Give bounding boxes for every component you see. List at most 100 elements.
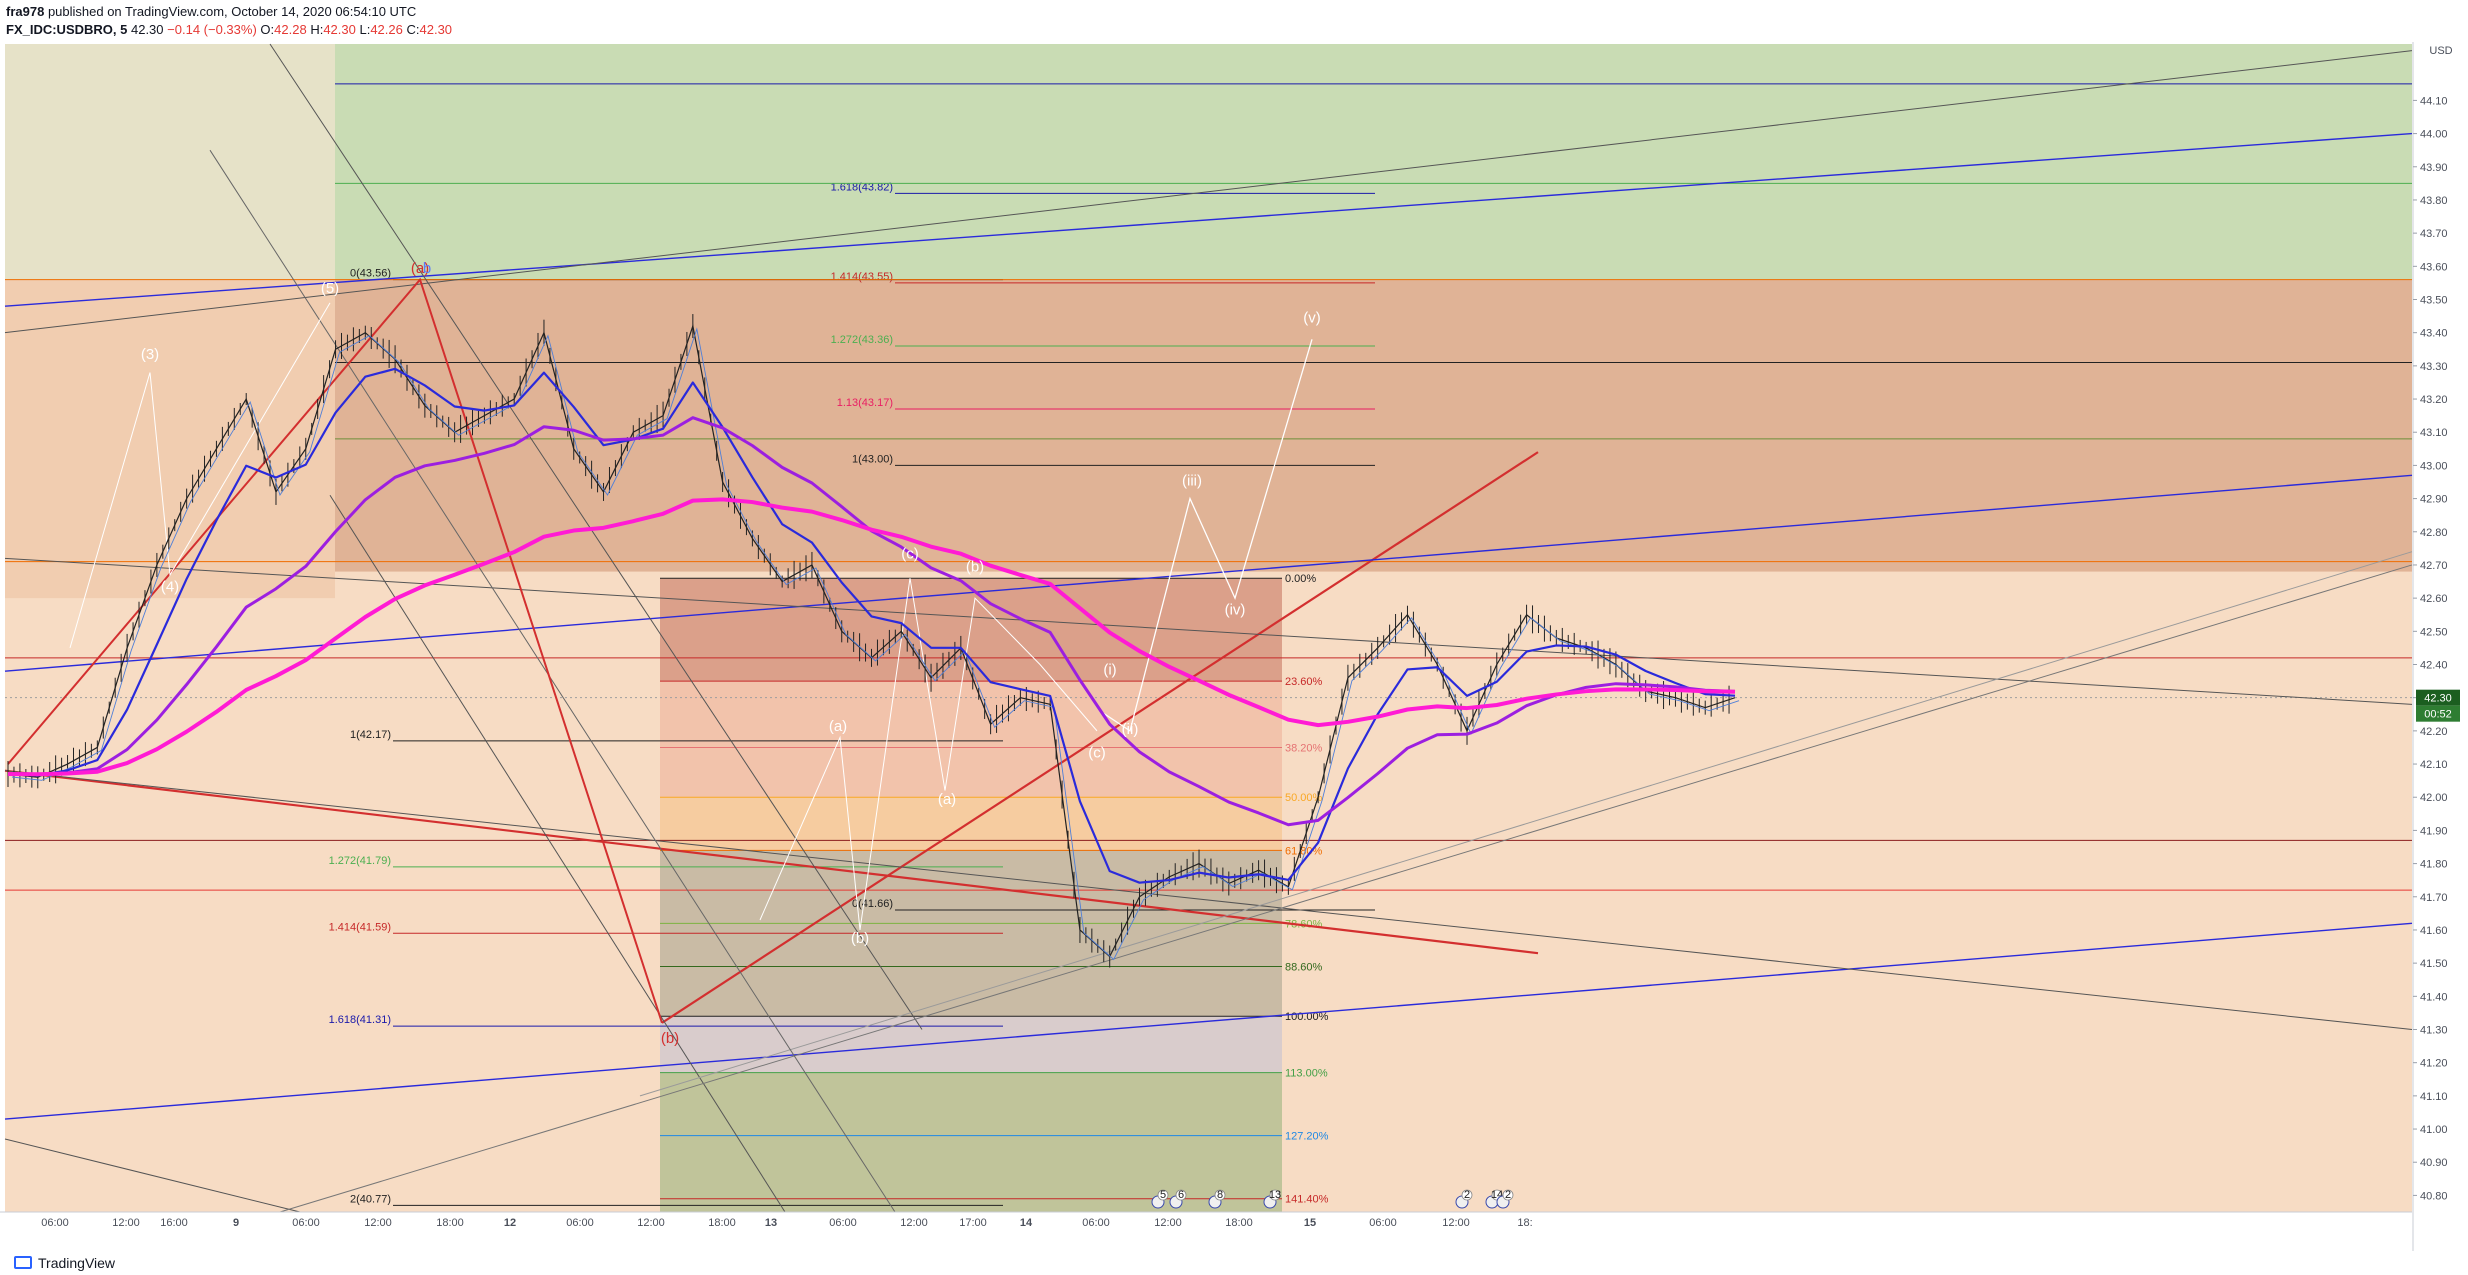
projection-path [1099,339,1313,732]
price-tick-label: 41.10 [2420,1091,2448,1103]
trend-line [4,474,2413,672]
price-tick-label: 43.60 [2420,261,2448,273]
wave-label: (c) [901,545,919,562]
price-tick-label: 43.80 [2420,195,2448,207]
wave-label: (b) [966,559,984,576]
fib-upper-label: 1(43.00) [852,453,893,465]
time-tick-label: 16:00 [160,1217,188,1229]
trend-line [661,451,1539,1024]
trend-line [269,43,923,1030]
time-tick-label: 12:00 [1442,1217,1470,1229]
publish-info: published on TradingView.com, October 14… [47,4,417,19]
event-count-bubble [1175,1189,1187,1201]
zone-tan [335,279,2412,572]
trend-line [4,50,2413,334]
wave-label: (c) [1088,744,1106,761]
fib-lower-label: 1.272(41.79) [329,855,391,867]
fib-upper-label: 1.414(43.55) [831,271,893,283]
retracement-label: 0.00% [1285,573,1316,585]
price-tick-label: 40.90 [2420,1157,2448,1169]
time-tick-label: 06:00 [1369,1217,1397,1229]
ohlc-line: FX_IDC:USDBRO, 5 42.30 −0.14 (−0.33%) O:… [6,22,452,37]
fib-upper-label: 1.272(43.36) [831,334,893,346]
currency-label: USD [2429,45,2452,57]
event-count-label: 2 [1464,1189,1470,1201]
time-tick-label: 13 [765,1217,777,1229]
price-tick-label: 40.80 [2420,1190,2448,1202]
tradingview-logo-icon [14,1256,32,1269]
time-tick-label: 18:00 [1225,1217,1253,1229]
time-tick-label: 17:00 [959,1217,987,1229]
price-tick-label: 41.60 [2420,925,2448,937]
retracement-label: 141.40% [1285,1194,1329,1206]
price-tick-label: 41.00 [2420,1124,2448,1136]
price-tick-label: 43.50 [2420,295,2448,307]
event-count-bubble [1269,1189,1281,1201]
zone-retrace-2 [660,797,1282,851]
wave-label: (5) [321,280,339,297]
wave-label: (b) [661,1030,679,1047]
price-axis[interactable]: USD 40.80 40.90 41.00 41.10 41.20 41.30 41.40 41… [2412,42,2468,1251]
price-tick-label: 41.70 [2420,892,2448,904]
price-tick-label: 42.90 [2420,494,2448,506]
corrective-path [759,578,1098,931]
zone-green-top [335,44,2412,280]
price-tick-label: 41.50 [2420,958,2448,970]
time-tick-label: 18: [1517,1217,1532,1229]
time-tick-label: 12:00 [900,1217,928,1229]
wave-label: (b) [851,930,869,947]
time-tick-label: 9 [233,1217,239,1229]
wave-label: (4) [161,579,179,596]
close-label: C: [406,22,420,37]
trend-line [639,551,2413,1097]
event-count-label: 6 [1178,1189,1184,1201]
retracement-label: 38.20% [1285,742,1323,754]
change-value: −0.14 (−0.33%) [167,22,257,37]
trend-line [279,564,2413,1213]
zone-early-top [5,44,335,280]
wave-label: (ii) [1122,721,1139,738]
tradingview-logo[interactable]: TradingView [14,1255,115,1271]
publisher-name[interactable]: fra978 [6,4,45,19]
retracement-label: 23.60% [1285,676,1323,688]
brand-text: TradingView [38,1255,116,1271]
trend-line [4,557,2413,705]
fib-upper-label: 1.13(43.17) [837,397,893,409]
price-chart[interactable]: 1.618(43.82) 1.414(43.55) 1.272(43.36) 1.13… [0,42,2468,1251]
time-tick-label: 12:00 [364,1217,392,1229]
price-tick-label: 43.90 [2420,162,2448,174]
trend-lines [4,43,2413,1213]
price-tick-label: 43.30 [2420,361,2448,373]
zone-left-mid [5,279,335,599]
fib-lower-label: 1(42.17) [350,729,391,741]
fib-lower-label: 0(43.56) [350,268,391,280]
price-tick-label: 41.90 [2420,825,2448,837]
chart-footer: TradingView [0,1251,2468,1275]
last-price: 42.30 [130,22,164,37]
price-tick-label: 42.40 [2420,660,2448,672]
time-tick-label: 06:00 [1082,1217,1110,1229]
low-value: 42.26 [370,22,403,37]
symbol-label[interactable]: FX_IDC:USDBRO, 5 [6,22,128,37]
time-tick-label: 12:00 [1154,1217,1182,1229]
trend-line [4,1138,301,1213]
price-tick-label: 42.20 [2420,726,2448,738]
wave-label: (iv) [1225,602,1246,619]
price-tick-label: 41.40 [2420,991,2448,1003]
open-value: 42.28 [274,22,307,37]
trend-line [209,149,896,1213]
zone-retrace-5 [660,1072,1282,1212]
time-tick-label: 12 [504,1217,516,1229]
time-tick-label: 14 [1020,1217,1033,1229]
retracement-label: 50.00% [1285,792,1323,804]
price-tick-label: 43.70 [2420,228,2448,240]
retracement-label: 113.00% [1285,1068,1328,1080]
zone-retrace-4 [660,1016,1282,1073]
event-count-label: 5 [1160,1189,1166,1201]
price-tick-label: 43.10 [2420,427,2448,439]
fib-upper-label: 0(41.66) [852,898,893,910]
price-tick-label: 44.10 [2420,95,2448,107]
time-tick-label: 12:00 [637,1217,665,1229]
trend-line [329,495,786,1213]
time-axis[interactable]: 06:00 12:00 16:00 9 06:00 12:00 18:00 12 06:00 12… [0,1211,2412,1251]
